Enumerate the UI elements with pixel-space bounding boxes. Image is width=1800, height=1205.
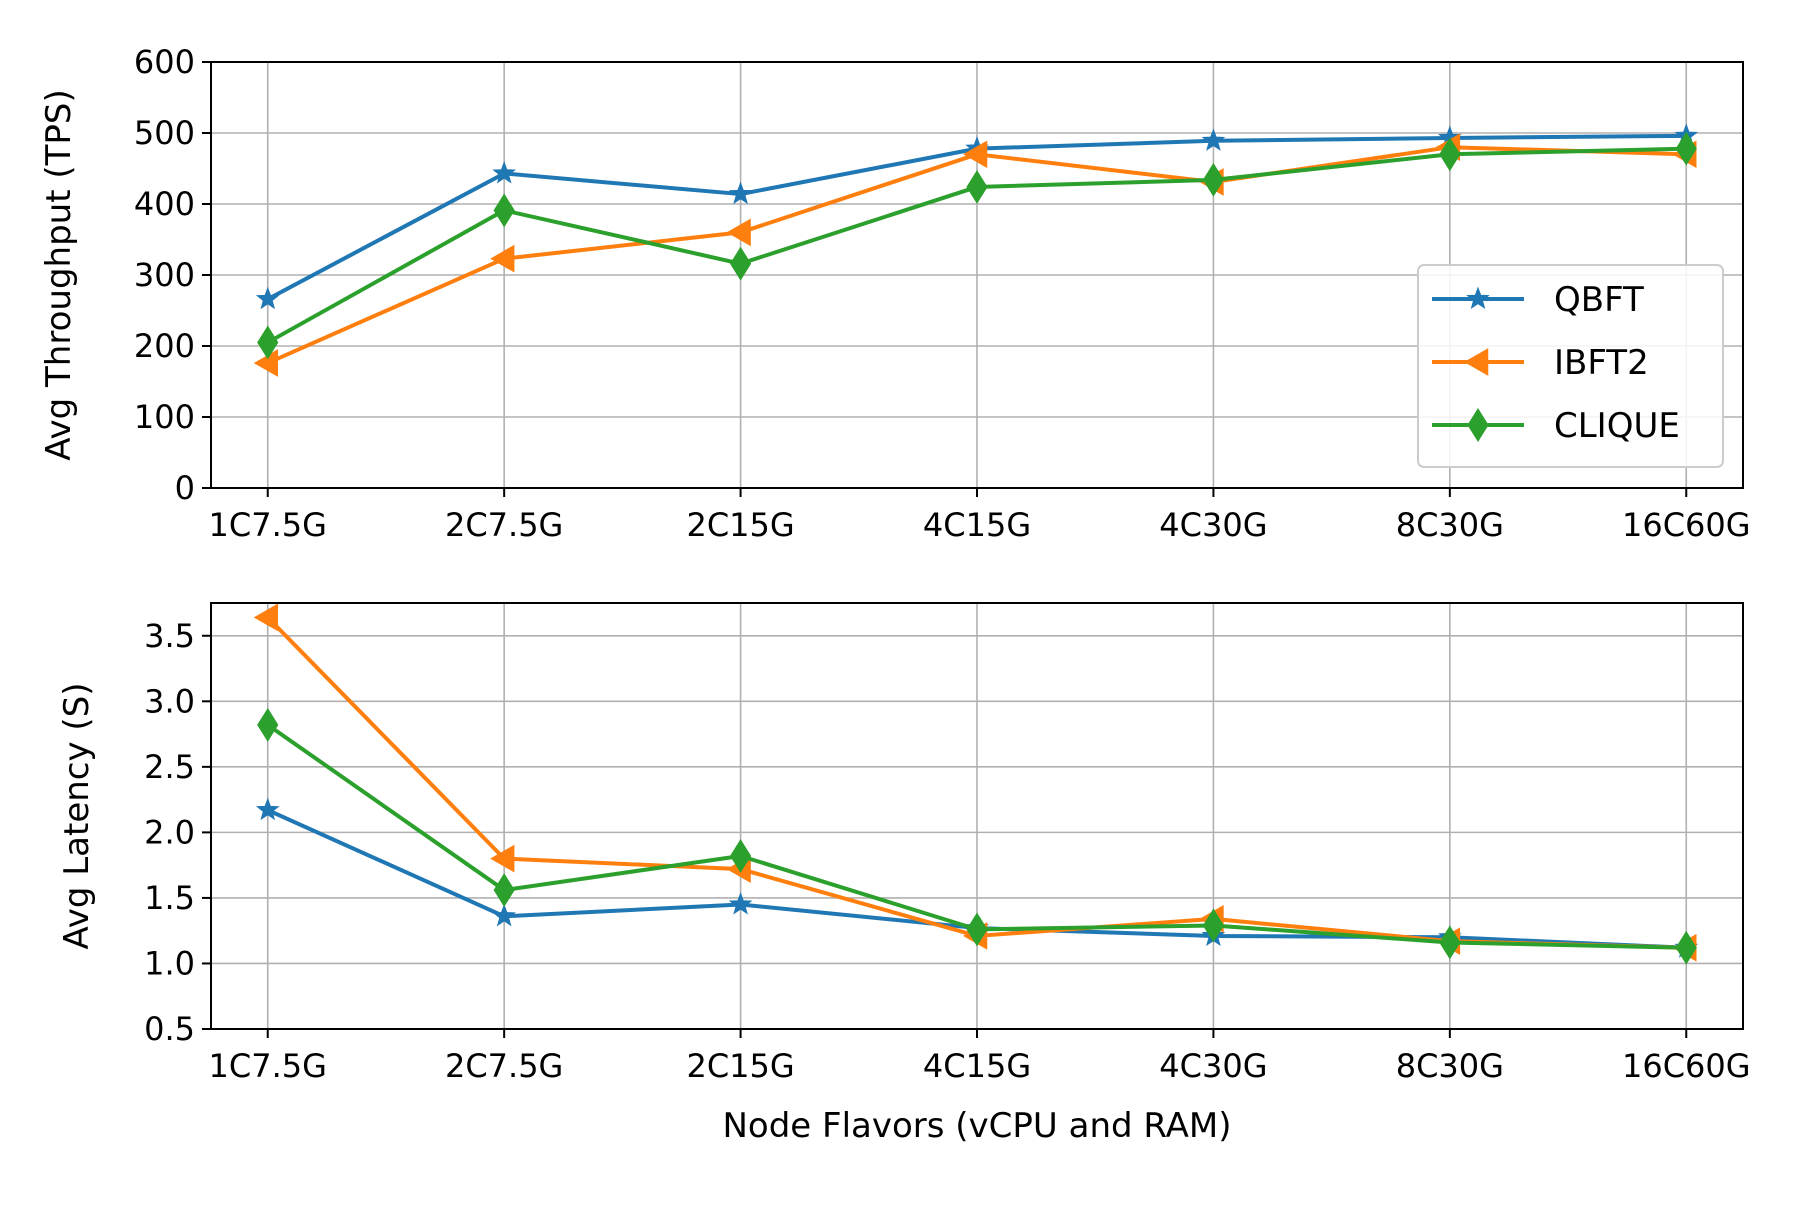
legend-box <box>1417 264 1724 468</box>
data-point-clique <box>257 707 279 742</box>
data-point-clique <box>966 170 988 204</box>
data-point-qbft <box>728 181 753 205</box>
y-tick-label: 2.5 <box>144 748 195 786</box>
legend-marker-clique <box>1467 408 1489 442</box>
latency-chart: 1C7.5G 2C7.5G 2C15G 4C15G 4C30G 8C30G 16C60G 0.… <box>57 602 1751 1146</box>
data-point-clique <box>1675 930 1697 965</box>
data-point-ibft2 <box>253 603 278 632</box>
data-point-clique <box>493 193 515 228</box>
y-axis-label: Avg Throughput (TPS) <box>39 89 79 460</box>
x-tick-label: 2C15G <box>686 506 794 544</box>
legend-label-clique: CLIQUE <box>1554 406 1680 446</box>
data-point-clique <box>1202 908 1225 943</box>
x-tick-label: 8C30G <box>1396 1047 1504 1085</box>
x-tick-label: 8C30G <box>1396 506 1504 544</box>
y-tick-label: 500 <box>134 114 195 152</box>
x-tick-label: 2C15G <box>686 1047 794 1085</box>
data-point-qbft <box>492 903 516 927</box>
x-tick-label: 1C7.5G <box>209 1047 327 1085</box>
y-tick-label: 3.0 <box>144 682 195 720</box>
data-point-clique <box>1675 131 1697 166</box>
data-point-qbft <box>255 797 280 821</box>
data-point-clique <box>1439 137 1461 172</box>
data-point-qbft <box>255 286 280 310</box>
data-point-clique <box>729 839 752 873</box>
x-tick-label: 4C30G <box>1159 1047 1267 1085</box>
data-point-ibft2 <box>726 218 751 247</box>
y-tick-label: 2.0 <box>144 813 195 851</box>
y-tick-label: 0.5 <box>144 1010 195 1048</box>
y-tick-label: 100 <box>134 398 195 436</box>
data-point-clique <box>1202 162 1225 197</box>
data-point-clique <box>729 246 752 281</box>
y-tick-label: 400 <box>134 185 195 223</box>
x-tick-label: 4C15G <box>923 506 1031 544</box>
x-tick-label: 4C15G <box>923 1047 1031 1085</box>
y-axis-label: Avg Latency (S) <box>57 682 97 949</box>
data-point-ibft2 <box>962 140 988 169</box>
data-point-qbft <box>492 161 516 184</box>
y-tick-label: 1.5 <box>144 879 195 917</box>
x-tick-label: 16C60G <box>1622 506 1751 544</box>
data-point-clique <box>1439 925 1461 960</box>
y-tick-label: 600 <box>134 43 195 81</box>
data-point-ibft2 <box>490 844 515 873</box>
data-point-clique <box>493 873 515 908</box>
x-tick-label: 2C7.5G <box>445 1047 563 1085</box>
x-tick-label: 2C7.5G <box>445 506 563 544</box>
data-point-clique <box>257 325 279 360</box>
y-tick-label: 300 <box>134 256 195 294</box>
y-tick-label: 0 <box>175 469 195 507</box>
throughput-chart: 1C7.5G 2C7.5G 2C15G 4C15G 4C30G 8C30G 16C60G 0 1… <box>39 43 1751 544</box>
legend-label-ibft2: IBFT2 <box>1554 343 1649 383</box>
y-tick-label: 200 <box>134 327 195 365</box>
x-tick-label: 16C60G <box>1622 1047 1751 1085</box>
y-tick-label: 1.0 <box>144 944 195 982</box>
data-point-clique <box>966 912 988 947</box>
x-tick-label: 4C30G <box>1159 506 1267 544</box>
legend: QBFT IBFT2 CLIQUE <box>1417 264 1724 468</box>
x-axis-label: Node Flavors (vCPU and RAM) <box>722 1106 1231 1146</box>
x-tick-label: 1C7.5G <box>209 506 327 544</box>
y-tick-label: 3.5 <box>144 617 195 655</box>
data-point-ibft2 <box>490 244 515 273</box>
data-point-qbft <box>1201 128 1226 151</box>
data-point-qbft <box>728 892 753 915</box>
legend-marker-qbft <box>1466 286 1490 310</box>
legend-marker-ibft2 <box>1463 348 1489 376</box>
legend-label-qbft: QBFT <box>1554 280 1644 320</box>
